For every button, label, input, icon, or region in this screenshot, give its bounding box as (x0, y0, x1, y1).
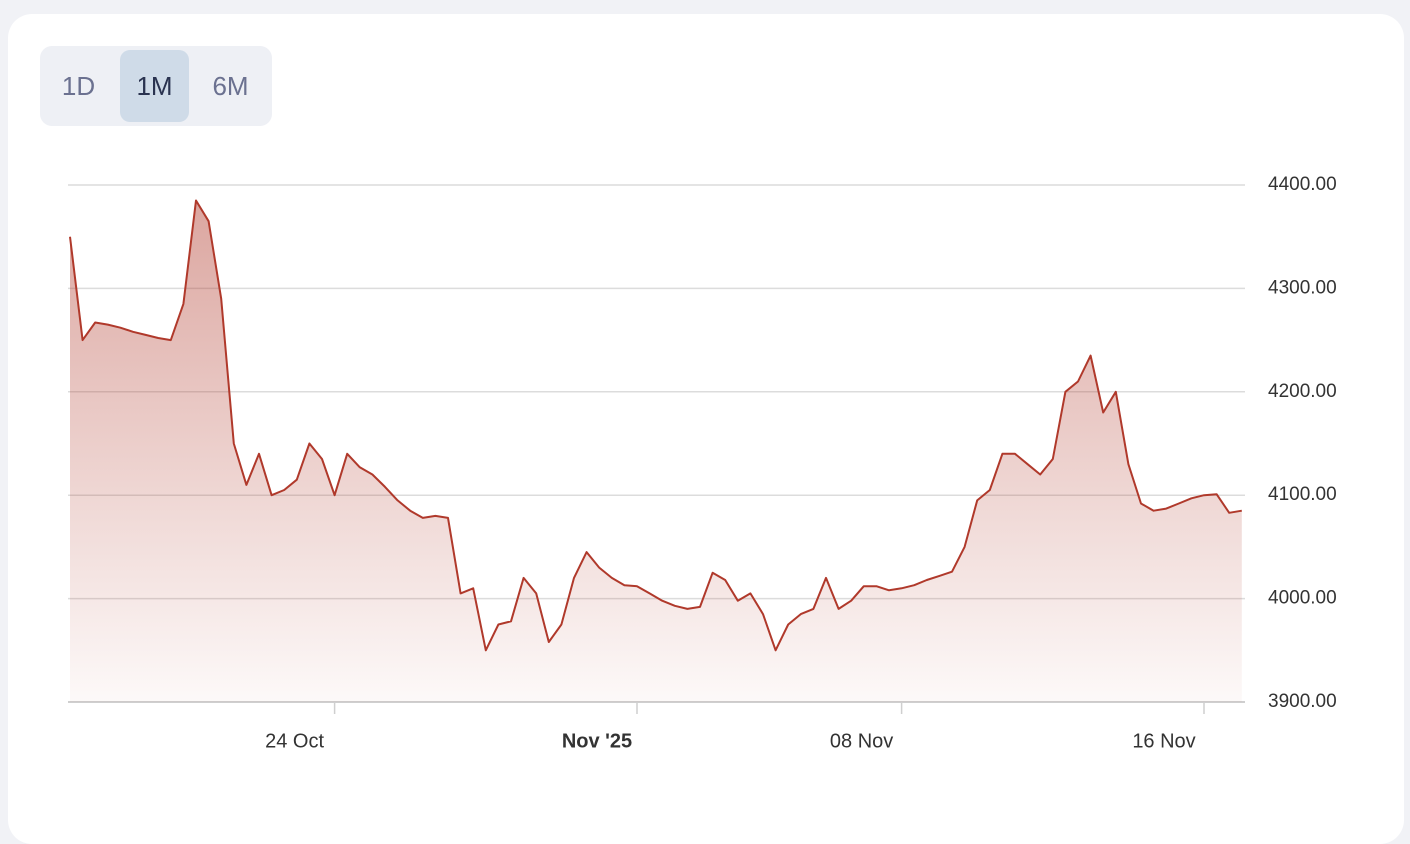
range-selector: 1D 1M 6M (40, 46, 272, 126)
range-button[interactable]: 6M (212, 70, 249, 101)
y-tick-label: 4200.00 (1268, 381, 1337, 402)
chart: 3900.00 4000.00 4100.00 4200.00 4300.00 4400.… (68, 174, 1337, 752)
price-line (69, 199, 1242, 652)
y-tick-label: 4400.00 (1268, 174, 1337, 195)
y-tick-label: 4100.00 (1268, 484, 1337, 505)
x-tick-label: Nov '25 (562, 730, 632, 752)
x-tick-label: 16 Nov (1132, 730, 1195, 752)
y-tick-label: 4300.00 (1268, 277, 1337, 298)
area-fill (70, 200, 1242, 702)
card (8, 14, 1404, 844)
range-button[interactable]: 1D (61, 70, 96, 101)
y-tick-label: 4000.00 (1268, 588, 1337, 609)
page: 1D 1M 6M 3900.00 4000.00 4100.00 4200.00 4300.… (8, 14, 1404, 844)
range-button[interactable]: 1M (120, 50, 189, 122)
y-tick-label: 3900.00 (1268, 691, 1337, 712)
x-tick-label: 08 Nov (830, 730, 893, 752)
x-tick-label: 24 Oct (265, 730, 324, 752)
